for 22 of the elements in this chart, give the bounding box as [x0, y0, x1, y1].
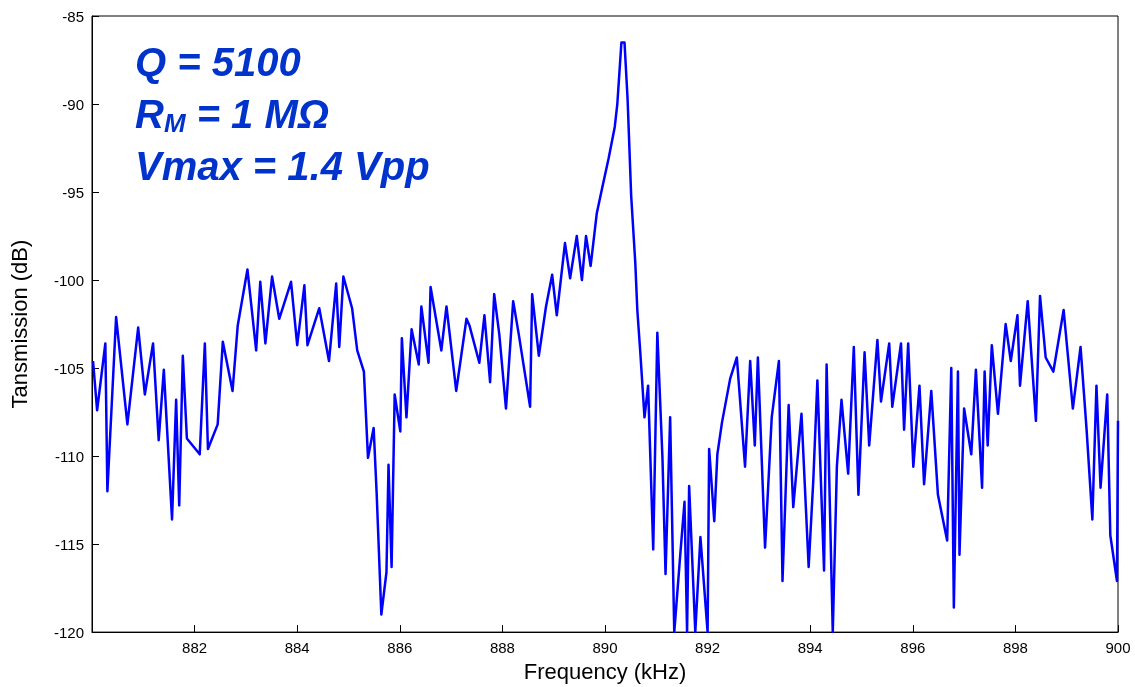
y-axis-title: Tansmission (dB) [6, 239, 32, 409]
x-tick-label: 886 [387, 639, 413, 657]
x-tick-label: 892 [695, 639, 721, 657]
x-tick-label: 888 [489, 639, 515, 657]
y-tick-label: -120 [53, 623, 84, 641]
annotation: Q = 5100 [135, 40, 301, 85]
x-tick-label: 896 [900, 639, 926, 657]
y-tick-label: -90 [62, 95, 84, 113]
y-tick-label: -115 [55, 535, 84, 553]
y-tick-label: -105 [53, 359, 84, 377]
annotation: Vmax = 1.4 Vpp [135, 144, 430, 188]
x-tick-label: 882 [182, 639, 208, 657]
x-axis-title: Frequency (kHz) [523, 658, 687, 684]
x-tick-label: 898 [1002, 639, 1028, 657]
y-tick-label: -110 [55, 447, 84, 465]
x-tick-label: 884 [284, 639, 310, 657]
y-tick-label: -85 [62, 7, 84, 25]
y-tick-label: -95 [62, 183, 84, 201]
y-tick-label: -100 [53, 271, 84, 289]
x-tick-label: 894 [797, 639, 823, 657]
x-tick-label: 890 [592, 639, 618, 657]
x-tick-label: 900 [1105, 639, 1131, 657]
